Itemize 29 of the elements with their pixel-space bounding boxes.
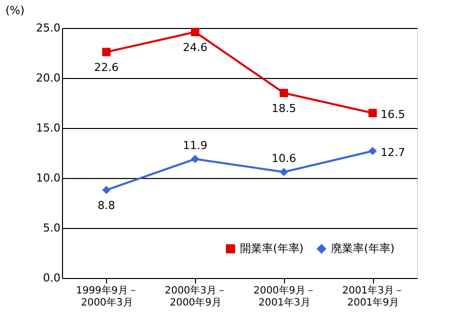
data-label: 8.8 <box>98 199 116 212</box>
point <box>280 168 288 176</box>
point <box>190 154 200 164</box>
y-tick-label: 5.0 <box>43 222 60 234</box>
x-tick-label: 2001年3月－2001年9月 <box>342 284 404 308</box>
point <box>190 28 200 36</box>
data-label: 10.6 <box>272 152 296 165</box>
x-tick-label: 2000年9月－2001年3月 <box>253 284 316 308</box>
y-tick-label: 15.0 <box>36 122 60 134</box>
x-tick-label: 1999年9月－2000年3月 <box>76 284 138 308</box>
point <box>102 48 111 56</box>
y-tick-label: 25.0 <box>36 22 60 34</box>
data-label: 24.6 <box>182 41 208 54</box>
data-label: 12.7 <box>380 146 406 159</box>
data-label: 16.5 <box>380 108 406 121</box>
y-tick-label: 0.0 <box>43 272 60 284</box>
point <box>368 108 377 118</box>
y-axis-title: (%) <box>6 4 25 17</box>
data-label: 11.9 <box>182 139 208 152</box>
point <box>102 186 111 194</box>
legend-label: 開業率(年率) <box>240 242 304 255</box>
x-tick-label: 2000年3月－2000年9月 <box>164 284 227 308</box>
point <box>280 88 288 98</box>
data-label: 22.6 <box>94 61 119 74</box>
y-tick-label: 20.0 <box>36 72 60 84</box>
y-tick-label: 10.0 <box>36 172 60 184</box>
data-label: 18.5 <box>272 102 296 115</box>
point <box>368 146 377 156</box>
legend-label: 廃業率(年率) <box>331 242 395 255</box>
